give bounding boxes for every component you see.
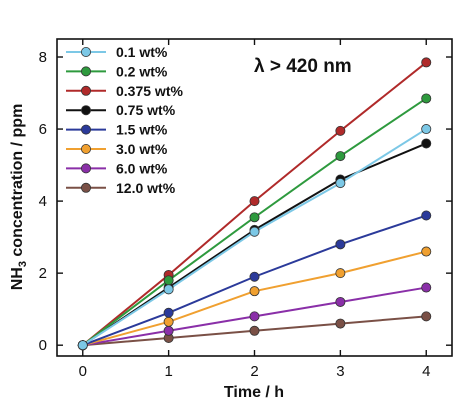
data-point [421,93,432,104]
data-point [163,275,174,286]
x-axis-title: Time / h [224,384,284,401]
legend-label: 0.75 wt% [116,102,176,118]
legend-marker [81,47,92,58]
data-point [163,325,174,336]
y-tick-label: 0 [39,337,47,354]
legend-label: 3.0 wt% [116,141,168,157]
y-tick-label: 8 [39,49,47,66]
data-point [335,239,346,250]
legend-label: 6.0 wt% [116,160,168,176]
data-point [249,325,260,336]
data-point [163,316,174,327]
data-point [335,318,346,329]
legend-label: 0.2 wt% [116,63,168,79]
series-layer [77,57,432,351]
x-tick-label: 1 [164,363,172,380]
legend-label: 12.0 wt% [116,180,176,196]
data-point [335,125,346,136]
data-point [421,246,432,257]
data-point [335,151,346,162]
data-point [249,311,260,322]
x-tick-label: 2 [250,363,258,380]
annotation-text: λ > 420 nm [254,56,352,77]
data-point [249,271,260,282]
data-point [249,212,260,223]
legend-marker [81,182,92,193]
data-point [335,178,346,189]
data-point [163,307,174,318]
data-point [249,226,260,237]
data-point [249,286,260,297]
data-point [421,124,432,135]
data-point [421,282,432,293]
x-tick-label: 0 [79,363,87,380]
y-tick-label: 2 [39,265,47,282]
x-tick-label: 3 [336,363,344,380]
legend-label: 0.375 wt% [116,83,183,99]
legend-marker [81,66,92,77]
ticks-layer: 0 1 2 3 4 0 2 4 6 8 [39,39,452,380]
data-point [421,57,432,68]
legend-marker [81,85,92,96]
y-axis-title: NH3 concentration / ppm [9,104,29,291]
y-tick-label: 4 [39,193,47,210]
data-point [335,296,346,307]
data-point [421,138,432,149]
legend-marker [81,124,92,135]
legend-marker [81,105,92,116]
data-point [335,268,346,279]
data-point [421,210,432,221]
x-tick-label: 4 [422,363,430,380]
legend: 0.1 wt% 0.2 wt% 0.375 wt% 0.75 wt% 1.5 wt% 3.… [66,44,183,196]
y-tick-label: 6 [39,121,47,138]
legend-label: 1.5 wt% [116,122,168,138]
legend-marker [81,143,92,154]
data-point [421,311,432,322]
data-point [249,196,260,207]
legend-label: 0.1 wt% [116,44,168,60]
legend-marker [81,163,92,174]
data-point [163,284,174,295]
data-point [77,340,88,351]
